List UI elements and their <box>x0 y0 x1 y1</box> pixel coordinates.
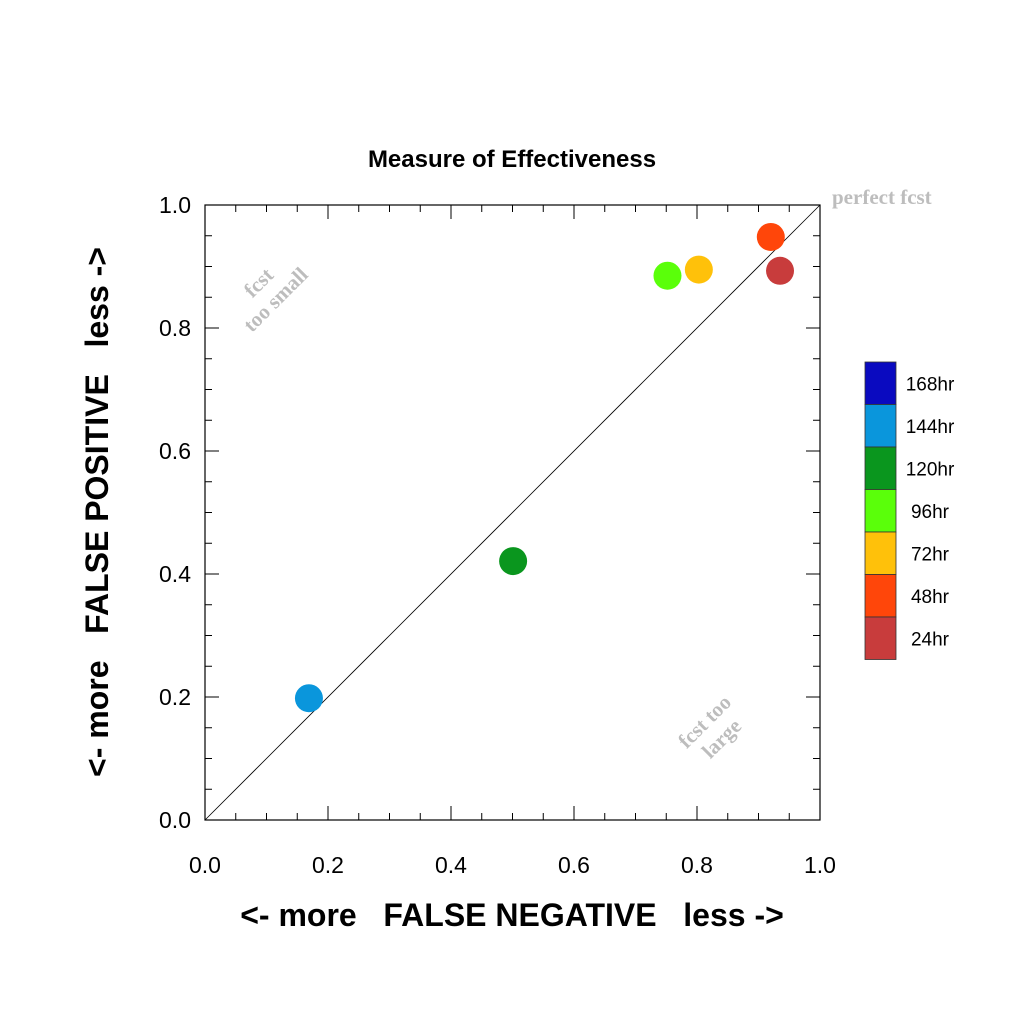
x-tick-label: 1.0 <box>804 852 836 878</box>
perfect-forecast-diagonal <box>204 204 821 821</box>
y-tick-label: 0.0 <box>159 807 191 833</box>
chart-title: Measure of Effectiveness <box>368 146 656 173</box>
x-tick-label: 0.6 <box>558 852 590 878</box>
legend-swatch-24hr <box>864 616 897 660</box>
legend-label-144hr: 144hr <box>906 417 955 438</box>
data-point-120hr <box>499 547 528 576</box>
annotation-perfect-fcst: perfect fcst <box>832 185 932 209</box>
legend-label-120hr: 120hr <box>906 459 955 480</box>
data-point-72hr <box>684 255 713 284</box>
data-point-144hr <box>294 684 323 713</box>
annotation-fcst-too-large: fcst too large <box>673 690 746 763</box>
legend-label-96hr: 96hr <box>911 502 950 523</box>
legend-swatch-144hr <box>864 404 897 448</box>
legend-swatch-48hr <box>864 574 897 618</box>
legend: 168hr 144hr 120hr 96hr 72hr 48hr 24hr <box>864 361 955 660</box>
data-point-24hr <box>766 256 795 285</box>
legend-label-168hr: 168hr <box>906 374 955 395</box>
x-tick-label: 0.4 <box>435 852 467 878</box>
y-tick-label: 0.2 <box>159 684 191 710</box>
data-point-96hr <box>653 261 682 290</box>
y-axis-label: <- more FALSE POSITIVE less -> <box>79 247 115 777</box>
legend-label-72hr: 72hr <box>911 544 950 565</box>
y-tick-label: 1.0 <box>159 192 191 218</box>
x-tick-label: 0.2 <box>312 852 344 878</box>
y-tick-label: 0.8 <box>159 315 191 341</box>
annotation-fcst-too-small: fcst too small <box>238 262 312 336</box>
x-axis-label: <- more FALSE NEGATIVE less -> <box>240 897 784 933</box>
legend-swatch-72hr <box>864 531 897 575</box>
y-tick-label: 0.6 <box>159 438 191 464</box>
data-point-48hr <box>756 222 785 251</box>
x-tick-label: 0.0 <box>189 852 221 878</box>
plot-area: 0.0 0.2 0.4 0.6 0.8 1.0 0.0 0.2 0.4 0.6 0.8 1.0 <box>159 192 836 878</box>
y-tick-label: 0.4 <box>159 561 191 587</box>
legend-swatch-168hr <box>864 361 897 405</box>
legend-label-48hr: 48hr <box>911 587 950 608</box>
legend-swatch-120hr <box>864 446 897 490</box>
legend-label-24hr: 24hr <box>911 629 950 650</box>
x-tick-label: 0.8 <box>681 852 713 878</box>
legend-swatch-96hr <box>864 489 897 533</box>
